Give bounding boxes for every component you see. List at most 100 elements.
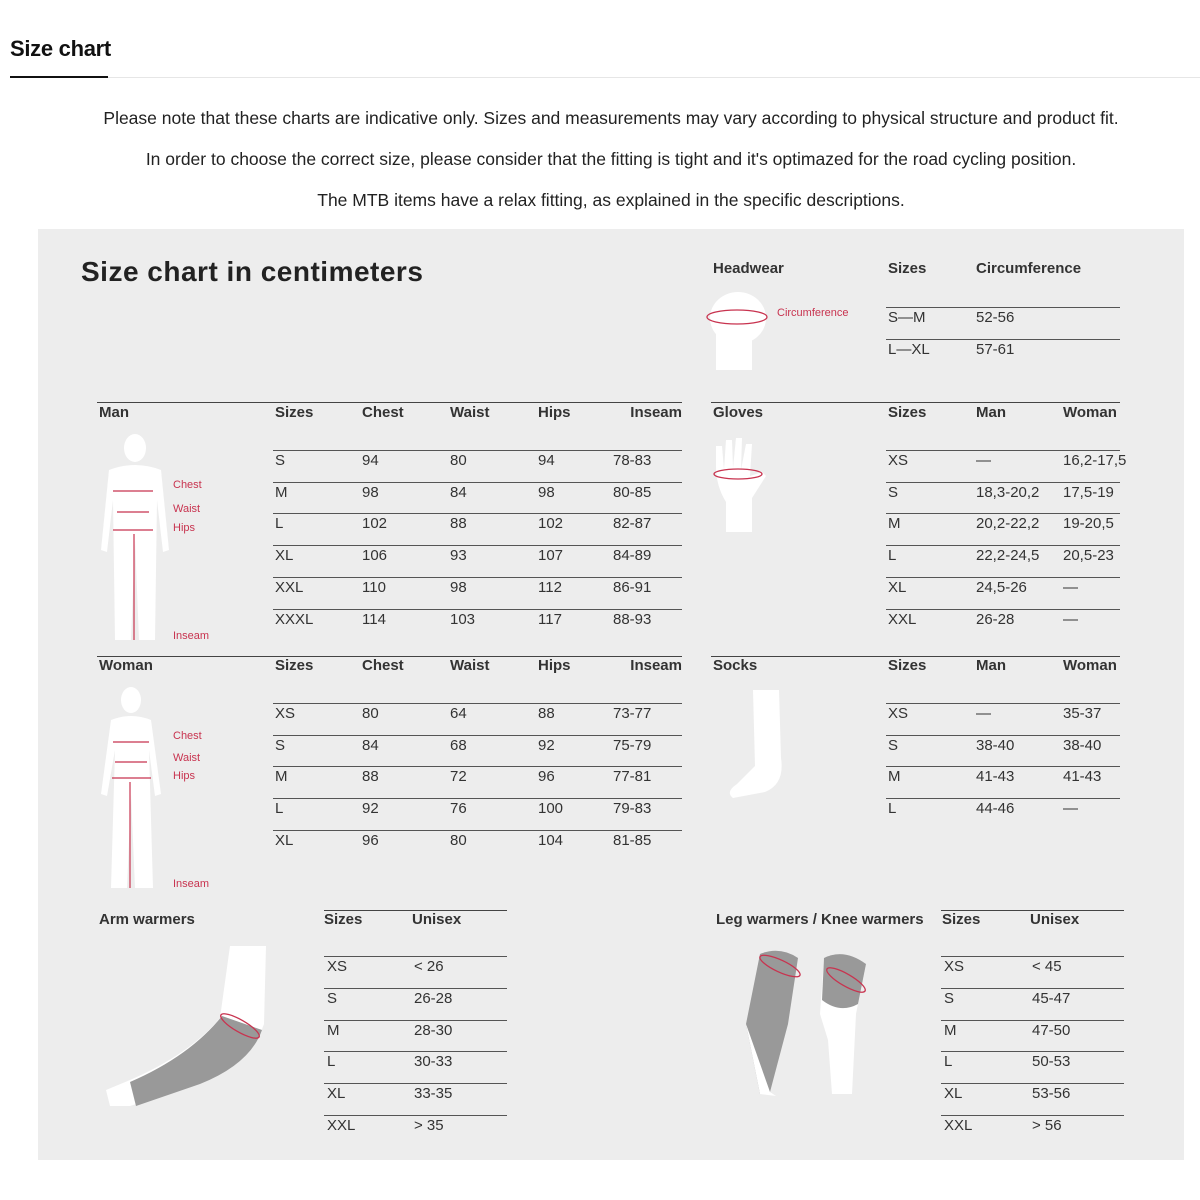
woman-cell: 75-79 (613, 736, 652, 754)
woman-cell: 73-77 (613, 705, 652, 722)
man-row-rule (273, 481, 682, 483)
man-cell: 80-85 (613, 483, 652, 501)
man-cell: S (275, 452, 286, 469)
gloves-cell: XS (888, 452, 909, 469)
man-cell: 98 (362, 483, 379, 501)
arm_warmers-cell: 28-30 (414, 1021, 453, 1039)
man-cell: 117 (538, 610, 562, 628)
woman-cell: 96 (538, 768, 555, 786)
gloves-header-woman: Woman (1063, 404, 1117, 421)
man-cell: 114 (362, 610, 386, 628)
gloves-row-rule (886, 513, 1120, 515)
socks-header-man: Man (976, 657, 1006, 674)
man-cell: 107 (538, 547, 564, 565)
man-cell: 112 (538, 578, 562, 596)
leg_warmers-cell: < 45 (1032, 958, 1062, 975)
man-cell: 110 (362, 578, 386, 596)
woman-cell: 79-83 (613, 800, 652, 818)
leg_warmers-cell: 50-53 (1032, 1053, 1071, 1071)
leg_warmers-cell: 45-47 (1032, 989, 1071, 1007)
gloves-cell: 24,5-26 (976, 578, 1027, 596)
note-line-1: Please note that these charts are indica… (103, 108, 1119, 128)
divider (108, 77, 1200, 78)
man-row-rule (273, 608, 682, 610)
note-line-2: In order to choose the correct size, ple… (145, 149, 1077, 169)
man-body-figure (101, 434, 169, 640)
tab-size-chart[interactable]: Size chart (10, 36, 111, 61)
woman-row-rule (273, 829, 682, 831)
hand-figure (713, 438, 766, 532)
arm_warmers-cell: M (327, 1021, 340, 1039)
man-cell: 106 (362, 547, 388, 565)
leg_warmers-row-rule (941, 1051, 1124, 1053)
man-cell: 84-89 (613, 547, 652, 565)
woman-cell: 81-85 (613, 831, 652, 849)
man-cell: 82-87 (613, 515, 652, 533)
woman-top-rule (97, 656, 682, 657)
socks-title: Socks (713, 657, 758, 674)
gloves-cell: 16,2-17,5 (1063, 452, 1127, 469)
man-row-rule (273, 545, 682, 547)
woman-cell: 80 (362, 705, 379, 722)
gloves-row-rule (886, 576, 1120, 578)
leg_warmers-header-sizes: Sizes (942, 911, 981, 928)
sock-figure (729, 690, 782, 798)
gloves-cell: 18,3-20,2 (976, 483, 1040, 501)
woman-cell: M (275, 768, 288, 786)
woman-header-sizes: Sizes (275, 657, 314, 674)
arm_warmers-cell: XXL (327, 1117, 356, 1134)
headwear-header-sizes: Sizes (888, 260, 927, 277)
man-row-rule (273, 576, 682, 578)
gloves-cell: 19-20,5 (1063, 515, 1114, 533)
woman-cell: XS (275, 705, 296, 722)
woman-cell: S (275, 736, 286, 754)
woman-cell: 96 (362, 831, 379, 849)
leg_warmers-cell: XXL (944, 1117, 973, 1134)
arm_warmers-title: Arm warmers (99, 911, 195, 928)
circumference-label: Circumference (777, 307, 849, 319)
gloves-cell: — (1063, 578, 1078, 596)
man-cell: M (275, 483, 288, 501)
socks-header-sizes: Sizes (888, 657, 927, 674)
man-cell: 102 (362, 515, 388, 533)
man-header-hips: Hips (538, 404, 571, 421)
man-header-chest: Chest (362, 404, 404, 421)
man-row-rule (273, 450, 682, 451)
woman-cell: L (275, 800, 284, 818)
gloves-cell: 17,5-19 (1063, 483, 1114, 501)
note-line-3: The MTB items have a relax fitting, as e… (317, 190, 905, 210)
gloves-top-rule (711, 402, 1120, 403)
woman-row-rule (273, 703, 682, 704)
woman-chest-label: Chest (173, 730, 202, 742)
woman-row-rule (273, 766, 682, 768)
headwear-cell: S—M (888, 309, 926, 326)
woman-cell: 68 (450, 736, 467, 754)
leg_warmers-row-rule (941, 987, 1124, 989)
panel-title: Size chart in centimeters (81, 256, 424, 287)
man-cell: XL (275, 547, 294, 565)
inseam-label: Inseam (173, 630, 210, 642)
woman-cell: XL (275, 831, 294, 849)
man-cell: 98 (538, 483, 555, 501)
socks-cell: 38-40 (976, 736, 1015, 754)
woman-header-hips: Hips (538, 657, 571, 674)
man-cell: 78-83 (613, 452, 652, 469)
waist-label: Waist (173, 503, 201, 515)
man-top-rule (97, 402, 682, 403)
gloves-cell: 22,2-24,5 (976, 547, 1040, 565)
gloves-cell: S (888, 483, 899, 501)
socks-cell: S (888, 736, 899, 754)
arm_warmers-header-sizes: Sizes (324, 911, 363, 928)
socks-cell: M (888, 768, 901, 786)
headwear-title: Headwear (713, 260, 784, 277)
man-cell: XXL (275, 578, 304, 596)
socks-cell: — (976, 705, 991, 722)
woman-cell: 77-81 (613, 768, 652, 786)
headwear-cell: 57-61 (976, 340, 1015, 358)
woman-title: Woman (99, 657, 153, 674)
gloves-cell: M (888, 515, 901, 533)
arm-warmer-figure (106, 946, 266, 1106)
arm_warmers-cell: S (327, 989, 338, 1007)
socks-top-rule (711, 656, 1120, 657)
